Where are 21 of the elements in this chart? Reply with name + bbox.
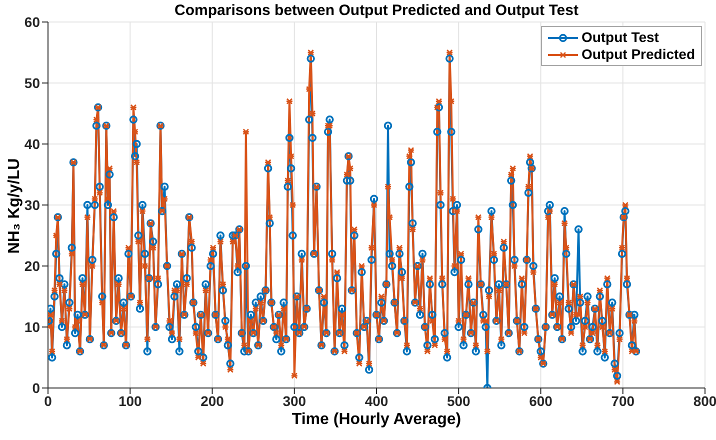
x-tick-label: 500 — [446, 392, 471, 409]
x-tick-label: 300 — [282, 392, 306, 409]
y-tick-label: 0 — [32, 380, 40, 396]
y-tick-label: 30 — [24, 196, 40, 213]
y-tick-label: 10 — [24, 318, 40, 335]
x-tick-label: 400 — [364, 392, 388, 409]
y-tick-label: 50 — [24, 74, 40, 91]
x-tick-label: 0 — [44, 392, 52, 409]
legend-label: Output Test — [581, 29, 659, 46]
x-axis-title: Time (Hourly Average) — [292, 411, 462, 428]
y-tick-label: 20 — [24, 258, 40, 274]
chart-title: Comparisons between Output Predicted and Output Test — [174, 2, 580, 19]
x-tick-label: 200 — [200, 392, 224, 409]
x-tick-label: 600 — [529, 392, 553, 409]
y-axis-title: NH₃ Kg/y/LU — [6, 158, 24, 254]
x-tick-label: 800 — [693, 392, 716, 409]
legend-label: Output Predicted — [581, 46, 695, 63]
y-tick-label: 40 — [24, 136, 40, 152]
x-tick-label: 700 — [611, 392, 635, 409]
y-tick-label: 60 — [24, 14, 40, 30]
x-tick-label: 100 — [118, 392, 142, 409]
